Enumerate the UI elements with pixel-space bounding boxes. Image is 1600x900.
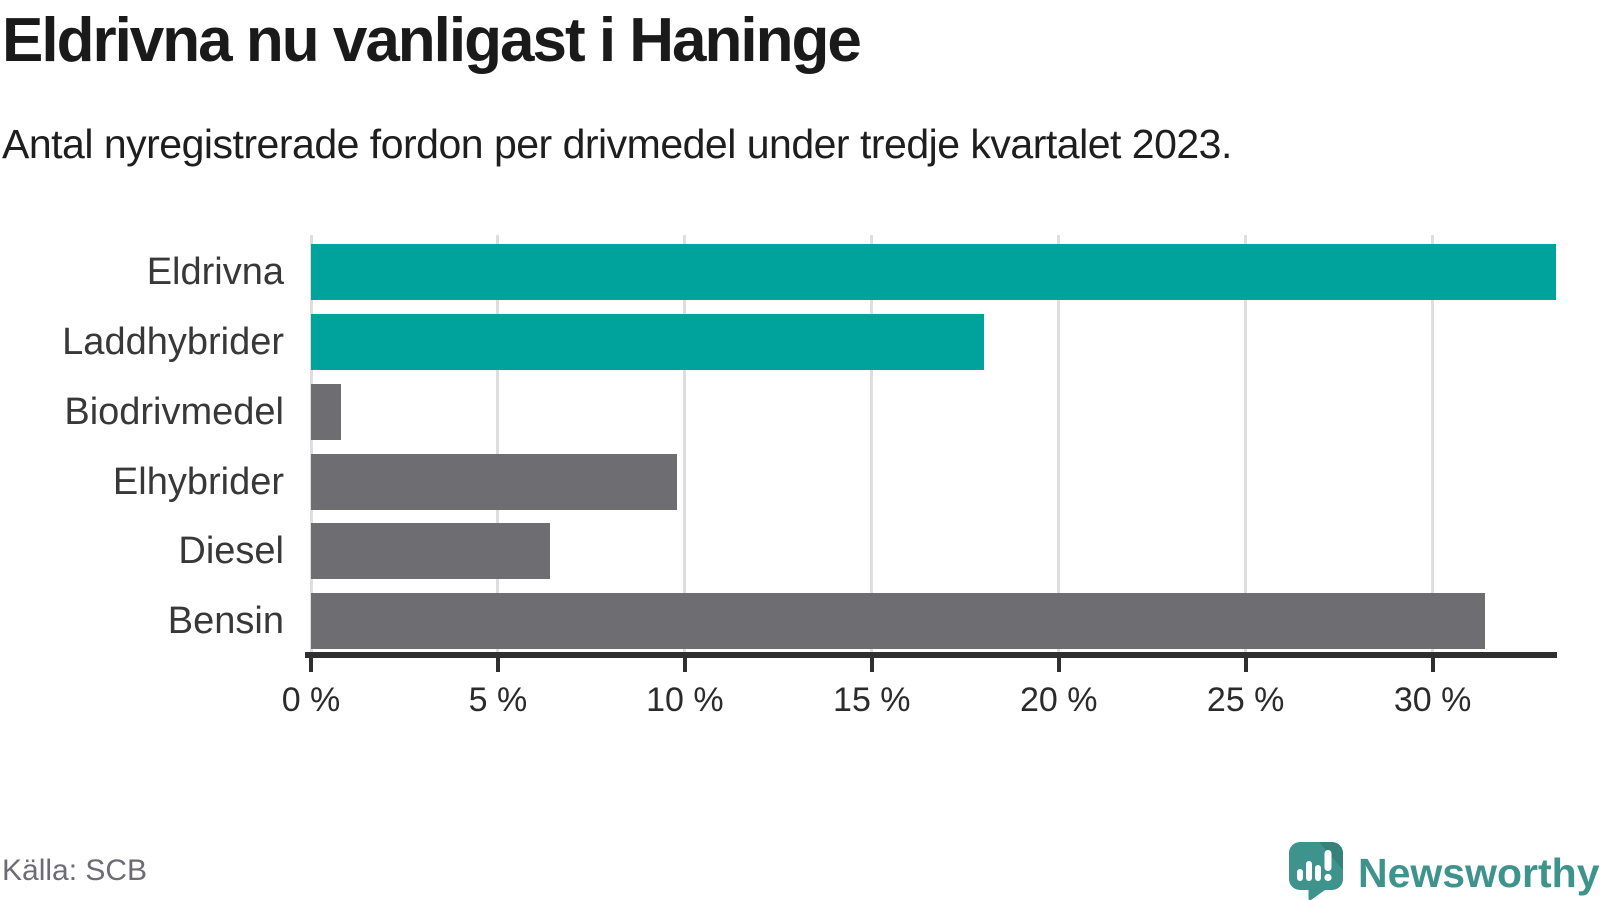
category-label-laddhybrider: Laddhybrider bbox=[62, 320, 284, 363]
x-axis-tick-label-30: 30 % bbox=[1393, 681, 1472, 719]
bar-eldrivna bbox=[311, 244, 1556, 300]
gridline-30 bbox=[1431, 235, 1435, 652]
x-axis-tick-label-5: 5 % bbox=[468, 681, 528, 719]
x-axis-tick-label-0: 0 % bbox=[281, 681, 341, 719]
x-axis-tick-15 bbox=[869, 658, 874, 672]
bar-bensin bbox=[311, 593, 1485, 650]
x-axis-tick-5 bbox=[495, 658, 500, 672]
category-label-eldrivna: Eldrivna bbox=[146, 251, 284, 293]
x-axis-tick-25 bbox=[1243, 658, 1248, 672]
gridline-15 bbox=[870, 235, 874, 652]
brand-name: Newsworthy bbox=[1358, 850, 1600, 896]
category-label-bensin: Bensin bbox=[167, 600, 284, 643]
gridline-10 bbox=[683, 235, 687, 652]
logo-mini-bar-3 bbox=[1315, 865, 1321, 881]
brand-lockup: Newsworthy bbox=[1289, 842, 1600, 900]
category-label-elhybrider: Elhybrider bbox=[112, 460, 284, 503]
x-axis-tick-label-10: 10 % bbox=[646, 681, 724, 719]
logo-mini-bar-2 bbox=[1306, 861, 1312, 881]
logo-mini-bar-1 bbox=[1297, 869, 1303, 881]
x-axis-tick-label-15: 15 % bbox=[833, 681, 911, 719]
chart-title: Eldrivna nu vanligast i Haninge bbox=[2, 6, 862, 75]
logo-exclamation-dot bbox=[1324, 873, 1332, 882]
x-axis-tick-label-25: 25 % bbox=[1206, 681, 1285, 719]
newsworthy-logo-icon bbox=[1289, 842, 1343, 900]
chart-subtitle: Antal nyregistrerade fordon per drivmede… bbox=[2, 121, 1232, 167]
x-axis-tick-10 bbox=[682, 658, 687, 672]
bar-biodrivmedel bbox=[311, 383, 341, 440]
logo-exclamation-bar bbox=[1324, 850, 1332, 871]
bar-elhybrider bbox=[311, 453, 678, 510]
category-label-biodrivmedel: Biodrivmedel bbox=[64, 390, 284, 433]
x-axis-tick-0 bbox=[309, 658, 313, 672]
x-axis-tick-30 bbox=[1430, 658, 1435, 672]
gridline-5 bbox=[496, 235, 500, 652]
gridline-25 bbox=[1244, 235, 1248, 652]
x-axis-tick-20 bbox=[1056, 658, 1061, 672]
bar-laddhybrider bbox=[311, 313, 984, 370]
x-axis-tick-label-20: 20 % bbox=[1019, 681, 1098, 719]
x-axis-line bbox=[305, 652, 1557, 658]
gridline-20 bbox=[1057, 235, 1061, 652]
bar-diesel bbox=[311, 523, 551, 580]
category-label-diesel: Diesel bbox=[178, 530, 284, 573]
source-note: Källa: SCB bbox=[2, 854, 148, 887]
gridline-0 bbox=[309, 235, 313, 652]
